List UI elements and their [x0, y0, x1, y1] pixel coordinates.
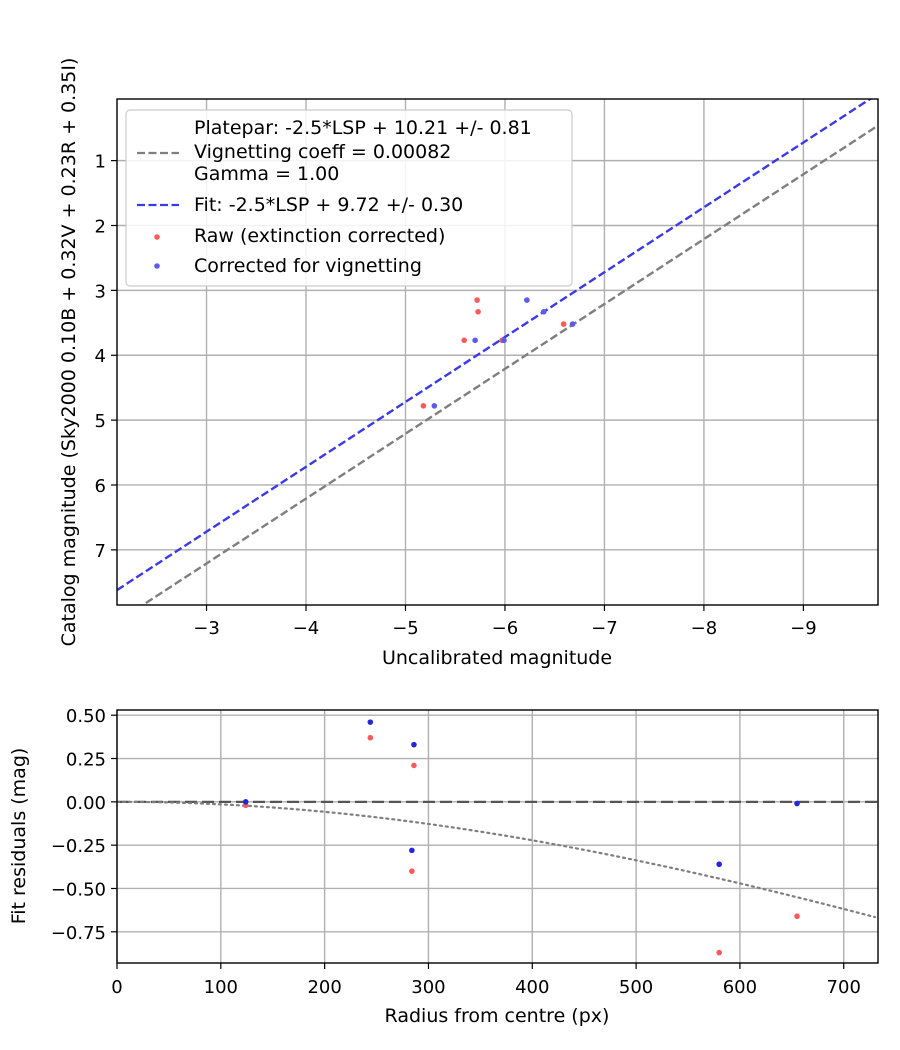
y-tick-label: 5 [95, 411, 106, 432]
x-axis-label: Uncalibrated magnitude [382, 647, 612, 669]
x-tick-label: 500 [619, 977, 653, 998]
corrected-point [501, 337, 507, 344]
legend-platepar-text-2: Vignetting coeff = 0.00082 [194, 141, 451, 163]
legend-platepar-text-1: Platepar: -2.5*LSP + 10.21 +/- 0.81 [194, 117, 532, 139]
y-tick-label: 6 [95, 476, 106, 497]
y-axis-label: Catalog magnitude (Sky2000 0.10B + 0.32V… [58, 58, 80, 647]
grid [117, 99, 878, 605]
corrected-residual-point [716, 861, 722, 868]
y-tick-label: −0.75 [51, 923, 106, 944]
x-tick-label: 300 [411, 977, 445, 998]
legend-box [125, 109, 573, 287]
raw-residual-point [367, 734, 374, 741]
legend-raw-text: Raw (extinction corrected) [194, 225, 445, 247]
x-tick-label: 700 [827, 977, 861, 998]
raw-residual-point [409, 868, 415, 874]
corrected-residual-point [242, 799, 249, 805]
x-axis-ticks: 0 100 200 300 400 500 600 700 [111, 963, 861, 998]
y-tick-label: 0.25 [66, 750, 106, 771]
raw-point [475, 308, 481, 315]
x-tick-label: −7 [591, 618, 618, 639]
corrected-point [472, 337, 478, 344]
x-tick-label: −4 [293, 618, 320, 639]
raw-point [420, 403, 427, 409]
raw-point [560, 321, 567, 327]
raw-point [461, 337, 467, 344]
x-tick-label: −3 [193, 618, 220, 639]
y-tick-label: −0.50 [51, 879, 106, 900]
x-axis-ticks: −3 −4 −5 −6 −7 −8 −9 [193, 605, 817, 639]
corrected-point [524, 297, 530, 303]
x-tick-label: 0 [111, 977, 122, 998]
x-tick-label: 600 [723, 977, 757, 998]
y-tick-label: 3 [95, 281, 106, 302]
corrected-residual-point [409, 847, 415, 854]
legend-corrected-marker [154, 263, 160, 269]
fit-line [117, 99, 873, 592]
y-tick-label: 0.50 [66, 706, 106, 727]
legend-raw-marker [154, 234, 160, 240]
x-tick-label: −6 [492, 618, 519, 639]
y-tick-label: 2 [95, 217, 106, 238]
y-tick-label: 1 [95, 152, 106, 173]
y-tick-label: 4 [95, 346, 106, 367]
y-axis-ticks: 0.50 0.25 0.00 −0.25 −0.50 −0.75 [51, 706, 117, 944]
plot-area [117, 719, 878, 956]
corrected-point [431, 403, 438, 409]
corrected-residual-point [367, 719, 374, 725]
residuals-chart: 0 100 200 300 400 500 600 700 0.50 0.25 0.00 −0.25… [8, 706, 879, 1027]
y-tick-label: 0.00 [66, 793, 106, 814]
legend-corrected-text: Corrected for vignetting [194, 255, 422, 277]
x-tick-label: 100 [204, 977, 238, 998]
platepar-line [140, 124, 878, 605]
grid [116, 710, 878, 963]
plot-frame [116, 709, 879, 964]
raw-point [474, 297, 480, 303]
x-tick-label: 200 [307, 977, 341, 998]
legend-platepar-text-3: Gamma = 1.00 [194, 163, 339, 185]
raw-residual-point [716, 949, 722, 956]
corrected-point [569, 321, 576, 327]
y-tick-label: 7 [95, 541, 106, 562]
x-axis-label: Radius from centre (px) [385, 1005, 610, 1027]
x-tick-label: −9 [790, 618, 817, 639]
y-tick-label: −0.25 [51, 836, 106, 857]
raw-residual-point [411, 762, 417, 769]
corrected-point [540, 308, 547, 315]
x-tick-label: −8 [691, 618, 718, 639]
y-axis-ticks: 1 2 3 4 5 6 7 [95, 152, 117, 562]
x-tick-label: −5 [392, 618, 419, 639]
y-axis-label: Fit residuals (mag) [8, 748, 30, 925]
legend: Platepar: -2.5*LSP + 10.21 +/- 0.81 Vign… [125, 109, 573, 287]
corrected-residual-point [794, 800, 800, 807]
vignetting-curve [117, 800, 876, 919]
plot-frame [116, 98, 879, 606]
legend-fit-text: Fit: -2.5*LSP + 9.72 +/- 0.30 [194, 194, 463, 216]
plot-area [117, 99, 878, 605]
calibration-chart: −3 −4 −5 −6 −7 −8 −9 1 2 3 4 5 6 7 Uncalibrated magn… [58, 58, 879, 669]
x-tick-label: 400 [515, 977, 549, 998]
corrected-residual-point [411, 741, 417, 748]
raw-residual-point [794, 913, 800, 920]
